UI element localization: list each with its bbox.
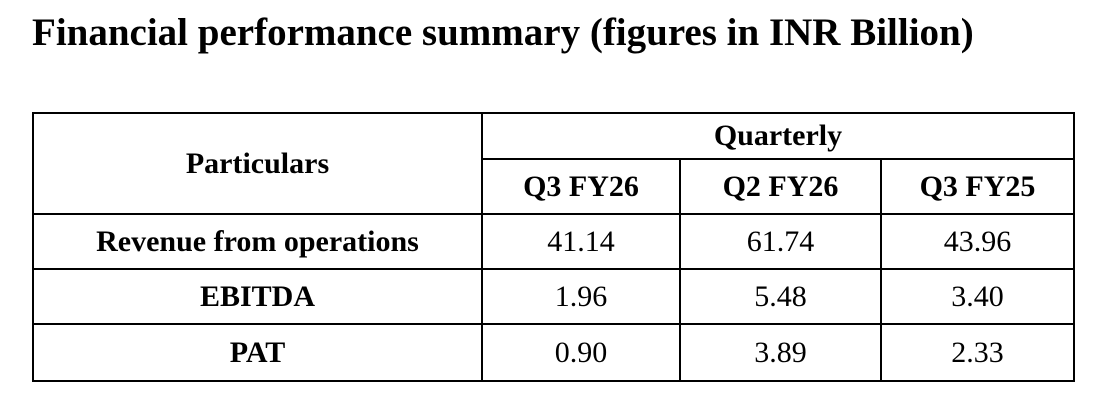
row-label: EBITDA (32, 268, 483, 325)
table-head: Particulars Quarterly Q3 FY26 Q2 FY26 Q3… (32, 112, 1075, 215)
table-row: EBITDA 1.96 5.48 3.40 (32, 268, 1075, 325)
column-header: Q3 FY26 (481, 158, 681, 215)
header-row: Q3 FY26 Q2 FY26 Q3 FY25 (33, 158, 1075, 215)
page-title: Financial performance summary (figures i… (32, 11, 974, 54)
cell-value: 61.74 (679, 213, 882, 270)
corner-header: Particulars (32, 112, 483, 215)
cell-value: 5.48 (679, 268, 882, 325)
row-label: PAT (32, 323, 483, 382)
cell-value: 3.89 (679, 323, 882, 382)
cell-value: 3.40 (880, 268, 1075, 325)
cell-value: 2.33 (880, 323, 1075, 382)
header-row: Particulars Quarterly (32, 112, 1075, 215)
table-row: Revenue from operations 41.14 61.74 43.96 (32, 213, 1075, 270)
cell-value: 43.96 (880, 213, 1075, 270)
table-row: PAT 0.90 3.89 2.33 (32, 323, 1075, 382)
cell-value: 41.14 (481, 213, 681, 270)
row-label: Revenue from operations (32, 213, 483, 270)
column-header: Q2 FY26 (679, 158, 882, 215)
summary-table: Particulars Quarterly Q3 FY26 Q2 FY26 Q3… (32, 112, 1075, 382)
column-header: Q3 FY25 (880, 158, 1075, 215)
table-body: Revenue from operations 41.14 61.74 43.96 EB… (32, 213, 1075, 382)
group-header: Quarterly (481, 112, 1075, 160)
cell-value: 1.96 (481, 268, 681, 325)
cell-value: 0.90 (481, 323, 681, 382)
